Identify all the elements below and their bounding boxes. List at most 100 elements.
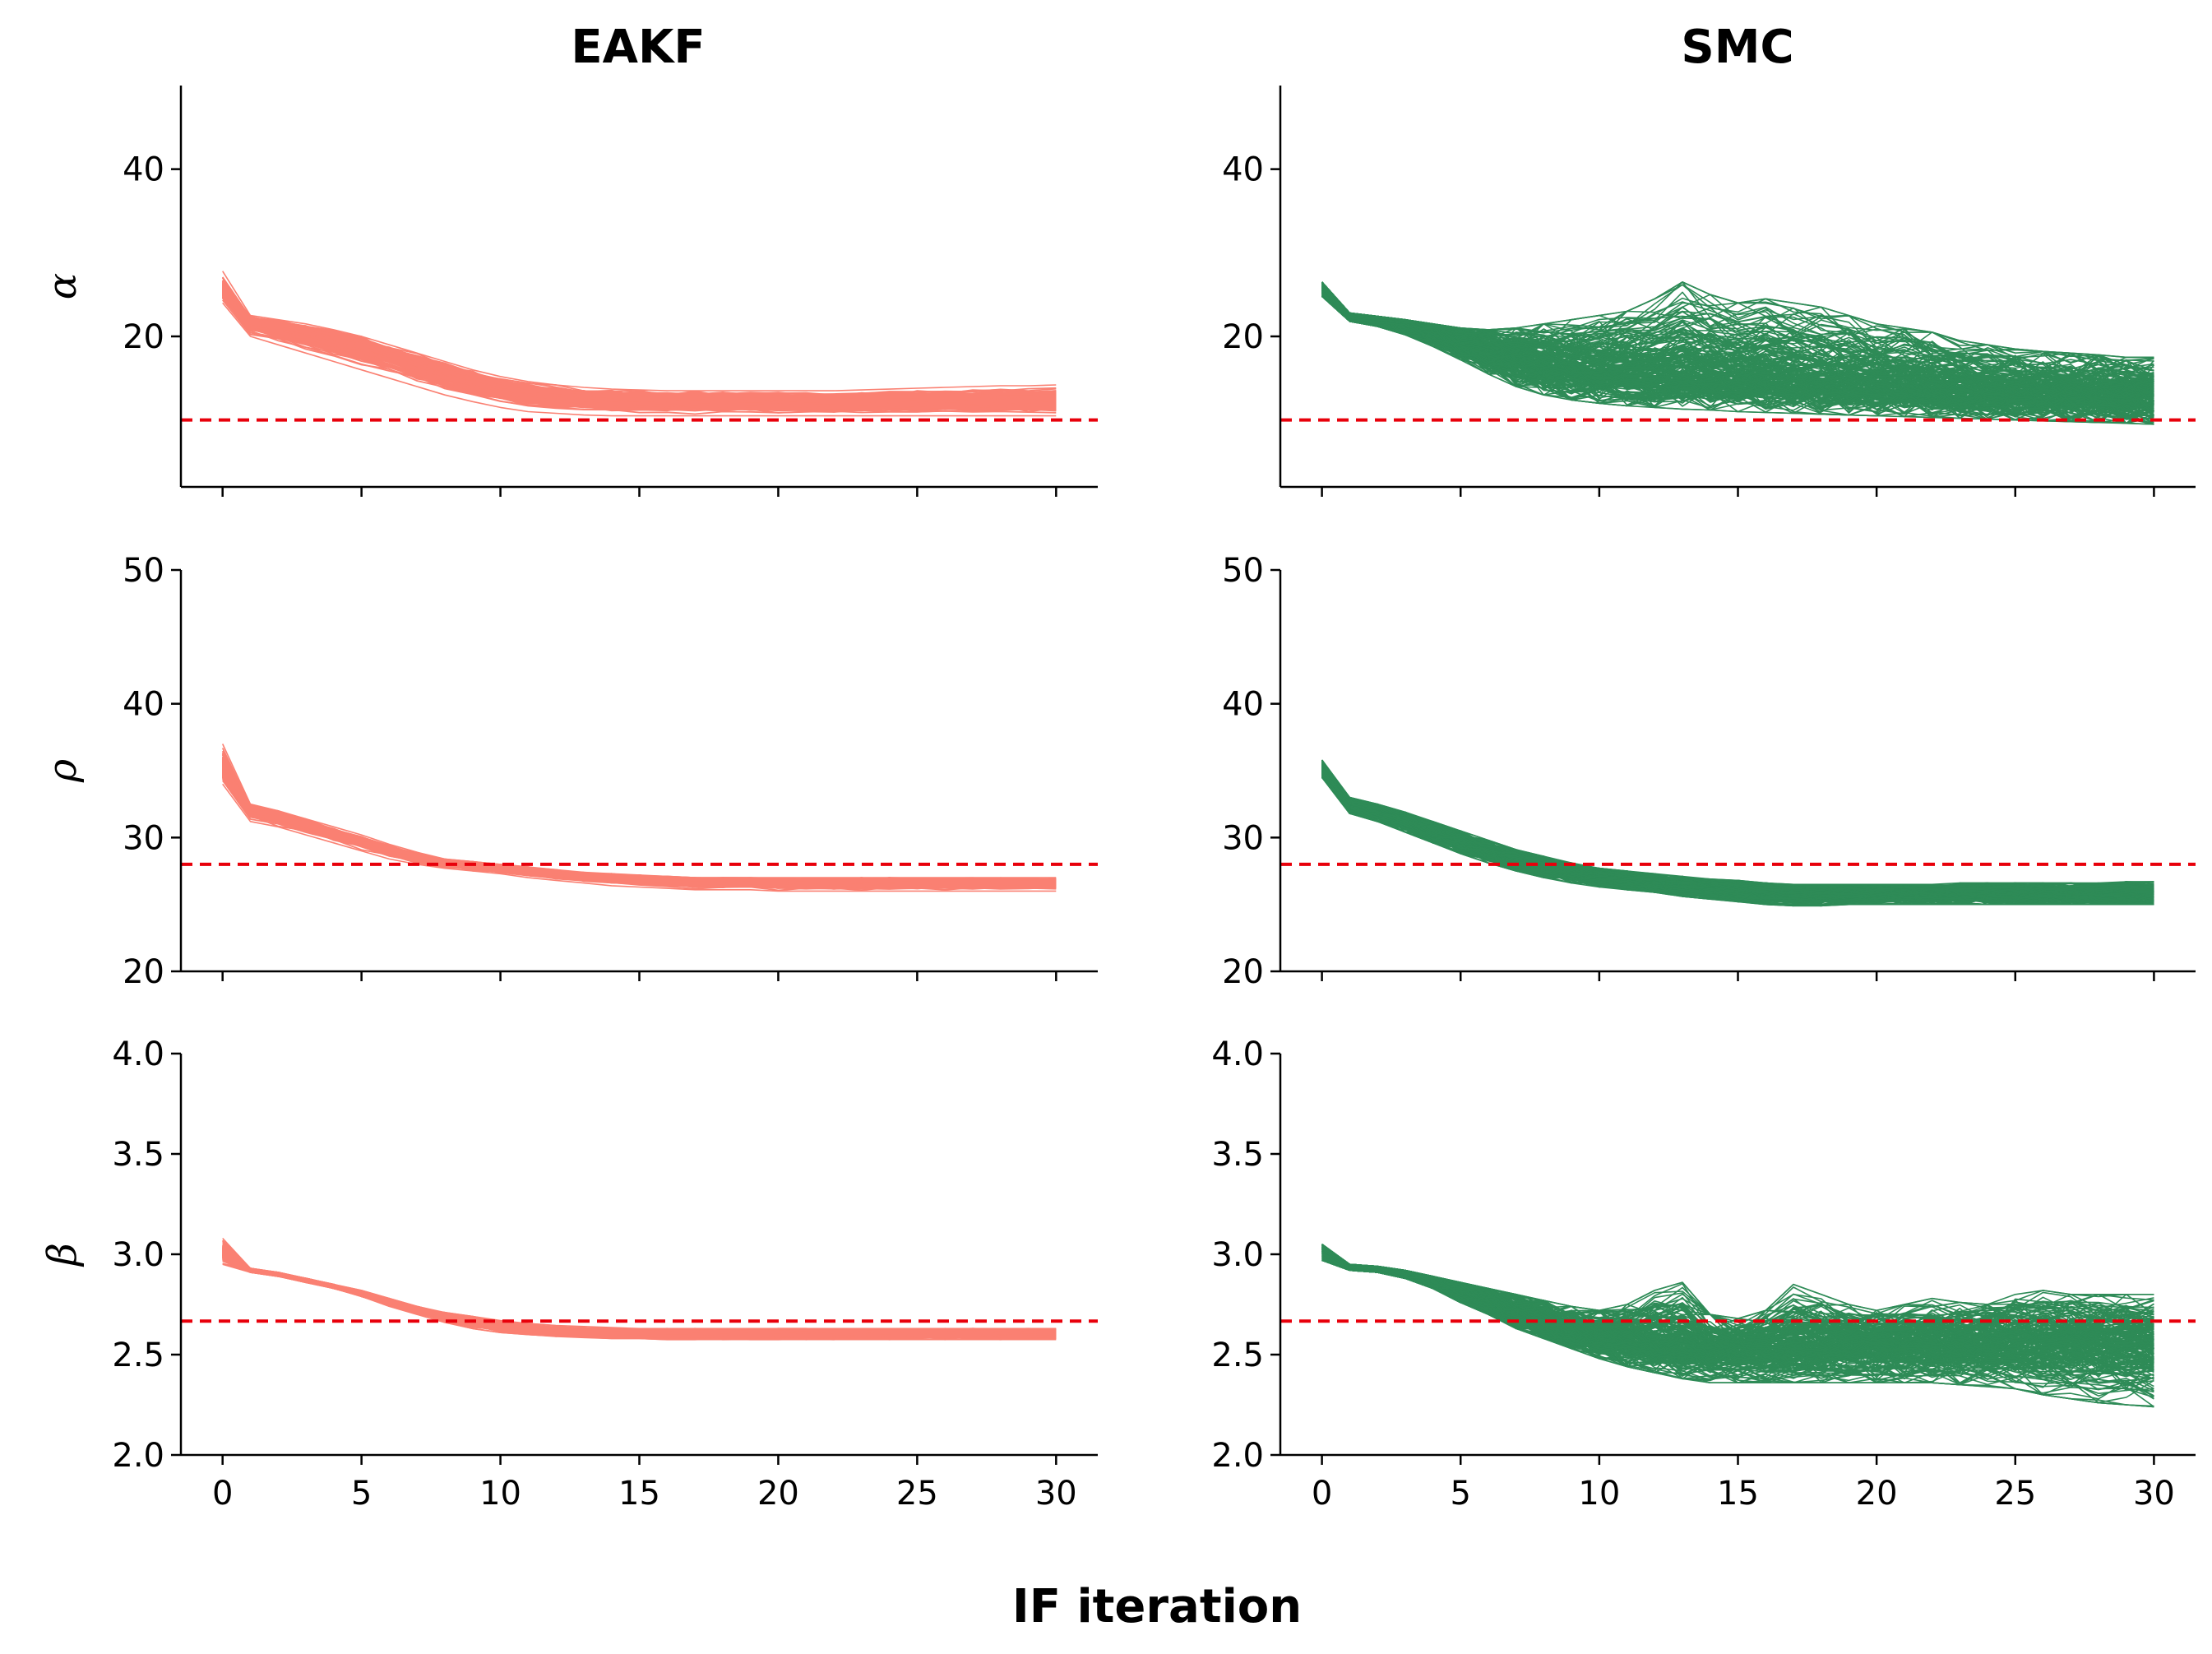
ensemble-member-line xyxy=(221,773,1057,887)
ensemble-member-line xyxy=(222,1258,1057,1339)
ensemble-member-line xyxy=(222,1253,1057,1337)
ensemble-member-line xyxy=(222,1252,1057,1337)
ensemble-member-line xyxy=(222,1250,1057,1337)
ensemble-member-line xyxy=(222,1251,1057,1337)
y-tick-label: 20 xyxy=(123,953,164,991)
ensemble-member-line xyxy=(1321,771,2154,901)
ensemble-extreme-max xyxy=(222,1237,1057,1330)
ensemble-extreme-min xyxy=(1321,295,2154,425)
ensemble-member-line xyxy=(222,1256,1057,1337)
ensemble-member-line xyxy=(1321,768,2154,894)
ensemble-member-line xyxy=(222,1257,1057,1341)
ensemble-member-line xyxy=(221,768,1057,885)
ensemble-member-line xyxy=(221,767,1057,886)
x-tick-label: 5 xyxy=(1451,1475,1471,1513)
ensemble-member-line xyxy=(222,1257,1057,1339)
ensemble-member-line xyxy=(222,1256,1057,1339)
ensemble-member-line xyxy=(221,772,1057,887)
ensemble-member-line xyxy=(222,1252,1057,1337)
ensemble-member-line xyxy=(221,767,1057,885)
ensemble-member-line xyxy=(221,771,1057,888)
ensemble-member-line xyxy=(222,1257,1057,1340)
ensemble-member-line xyxy=(222,1254,1057,1338)
ensemble-member-line xyxy=(222,1255,1057,1338)
ensemble-member-line xyxy=(221,771,1057,887)
ensemble-member-line xyxy=(221,772,1057,887)
ensemble-member-line xyxy=(221,769,1057,885)
ensemble-member-line xyxy=(222,1251,1057,1337)
ensemble-member-line xyxy=(221,748,1057,881)
ensemble-member-line xyxy=(221,769,1057,887)
ensemble-member-line xyxy=(221,750,1057,882)
ensemble-member-line xyxy=(221,753,1057,883)
x-tick-label: 10 xyxy=(1578,1475,1620,1513)
y-tick-label: 3.0 xyxy=(112,1236,164,1274)
ensemble-member-line xyxy=(1321,289,2154,390)
ensemble-member-line xyxy=(222,1259,1057,1340)
ensemble-member-line xyxy=(222,1251,1057,1337)
ensemble-member-line xyxy=(221,277,1057,397)
ensemble-member-line xyxy=(221,767,1057,885)
ensemble-member-line xyxy=(1321,1249,2154,1385)
x-axis-label: IF iteration xyxy=(1012,1580,1302,1633)
ensemble-member-line xyxy=(222,1253,1057,1337)
ensemble-member-line xyxy=(222,1250,1057,1337)
ensemble-member-line xyxy=(221,770,1057,886)
ensemble-member-line xyxy=(221,766,1057,885)
ensemble-member-line xyxy=(221,768,1057,886)
ensemble-member-line xyxy=(1321,768,2154,901)
ensemble-member-line xyxy=(222,1258,1057,1338)
ensemble-member-line xyxy=(222,1258,1057,1340)
ensemble-member-line xyxy=(221,767,1057,885)
ensemble-member-line xyxy=(222,1254,1057,1338)
ensemble-member-line xyxy=(221,770,1057,887)
ensemble-member-line xyxy=(222,1253,1057,1338)
ensemble-member-line xyxy=(221,775,1057,890)
ensemble-extreme-max xyxy=(222,271,1057,391)
ensemble-member-line xyxy=(222,1253,1057,1337)
x-tick-label: 20 xyxy=(757,1475,799,1513)
ensemble-member-line xyxy=(222,1252,1057,1337)
ensemble-member-line xyxy=(221,772,1057,887)
ensemble-member-line xyxy=(222,1253,1057,1338)
ensemble-member-line xyxy=(222,1256,1057,1341)
ensemble-member-line xyxy=(221,283,1057,401)
ensemble-member-line xyxy=(222,1255,1057,1338)
ensemble-member-line xyxy=(221,767,1057,885)
y-tick-label: 50 xyxy=(123,552,164,590)
ensemble-member-line xyxy=(221,767,1057,885)
ensemble-member-line xyxy=(222,1255,1057,1337)
ensemble-member-line xyxy=(222,1258,1057,1338)
ensemble-member-line xyxy=(222,1253,1057,1338)
ensemble-member-line xyxy=(221,764,1057,885)
ensemble-members xyxy=(1321,1244,2155,1408)
ensemble-member-line xyxy=(222,1257,1057,1340)
ensemble-member-line xyxy=(221,773,1057,887)
ensemble-member-line xyxy=(222,1255,1057,1337)
ensemble-member-line xyxy=(1321,774,2154,904)
ensemble-member-line xyxy=(221,769,1057,886)
ensemble-member-line xyxy=(222,1253,1057,1339)
y-tick-label: 2.0 xyxy=(1211,1437,1264,1475)
y-tick-label: 4.0 xyxy=(1211,1035,1264,1073)
ensemble-member-line xyxy=(221,764,1057,885)
y-tick-label: 40 xyxy=(1222,686,1264,724)
ensemble-member-line xyxy=(221,771,1057,887)
ensemble-member-line xyxy=(1321,285,2154,405)
ensemble-member-line xyxy=(222,1256,1057,1338)
ensemble-member-line xyxy=(1321,295,2154,410)
ensemble-member-line xyxy=(222,1254,1057,1338)
ensemble-member-line xyxy=(222,1255,1057,1339)
ensemble-member-line xyxy=(222,1253,1057,1337)
ensemble-member-line xyxy=(222,1257,1057,1340)
ensemble-member-line xyxy=(222,1256,1057,1338)
ensemble-member-line xyxy=(221,771,1057,886)
ensemble-member-line xyxy=(221,771,1057,885)
ensemble-member-line xyxy=(221,773,1057,886)
ensemble-member-line xyxy=(222,1258,1057,1340)
ensemble-member-line xyxy=(222,1257,1057,1340)
ensemble-member-line xyxy=(221,769,1057,885)
ensemble-member-line xyxy=(221,771,1057,887)
